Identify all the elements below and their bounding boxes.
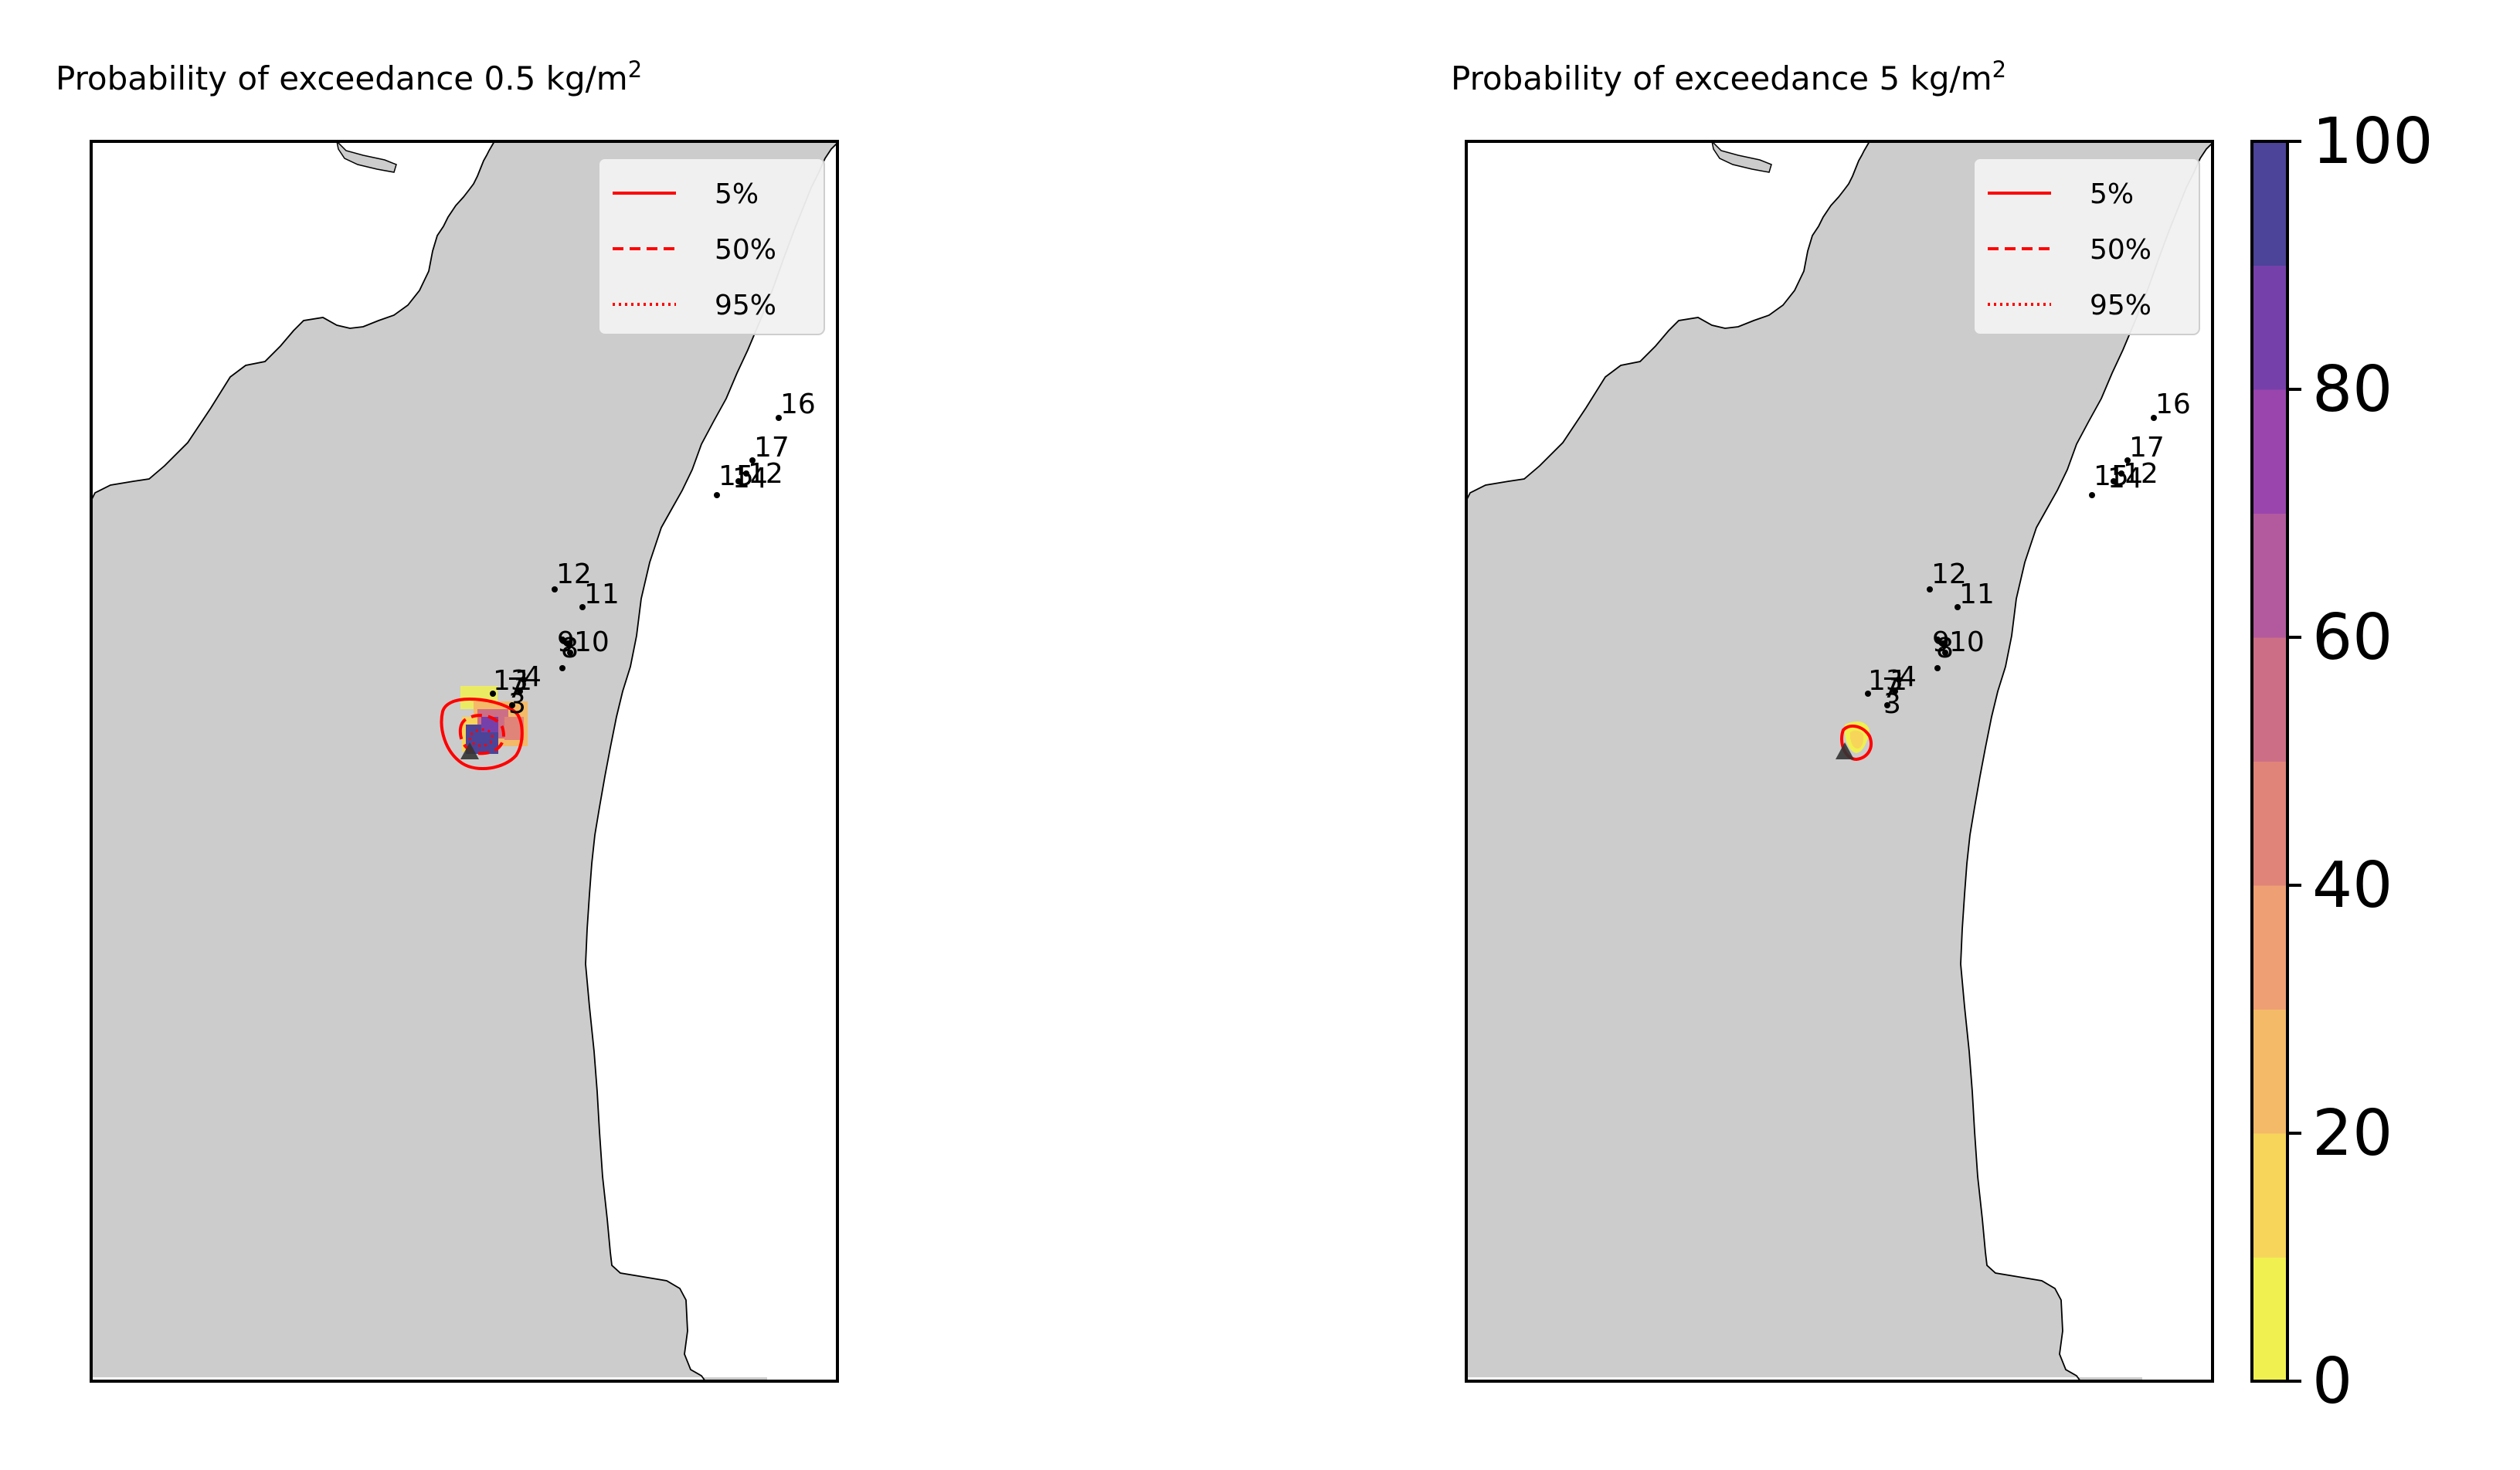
svg-text:7: 7 [507,673,525,704]
svg-text:5%: 5% [715,178,759,210]
island [336,141,397,173]
colorbar-segment [2252,141,2287,266]
svg-text:13: 13 [1868,665,1904,697]
svg-text:15: 15 [718,460,754,492]
svg-text:50%: 50% [715,234,776,266]
map-frame [90,140,839,1383]
svg-text:16: 16 [2155,389,2191,420]
svg-text:7: 7 [1882,673,1900,704]
svg-text:4: 4 [1899,661,1917,693]
vent-triangle-marker [460,742,479,759]
colorbar-tick-label: 0 [2312,1345,2352,1418]
colorbar-segment [2252,1133,2287,1258]
colorbar-segment [2252,1257,2287,1382]
contour-50pct [458,714,505,755]
svg-text:15: 15 [2094,460,2129,492]
svg-text:8: 8 [561,633,579,664]
map-frame [1465,140,2214,1383]
map-area: 16 17 12 15 14 12 11 9 8 10 4 1 7 3 13 [1466,141,2213,1381]
colorbar-segment [2252,265,2287,390]
colorbar-segment [2252,389,2287,514]
svg-text:11: 11 [1959,579,1995,610]
probability-hotspot [460,686,528,754]
svg-text:10: 10 [1949,626,1985,658]
colorbar-tick-label: 100 [2312,105,2433,178]
panel-title: Probability of exceedance 5 kg/m2 [1451,56,2006,97]
svg-text:3: 3 [1883,688,1901,720]
colorbar-segment [2252,637,2287,762]
svg-text:12: 12 [2123,458,2158,490]
colorbar-tick-label: 60 [2312,601,2393,674]
site-markers: 16 17 12 15 14 12 11 9 8 10 4 1 7 3 13 [1865,389,2191,720]
panel-title: Probability of exceedance 0.5 kg/m2 [56,56,642,97]
svg-text:12: 12 [1931,558,1967,590]
svg-text:5%: 5% [2090,178,2134,210]
panel-right: Probability of exceedance 5 kg/m2 16 17 [1451,56,2214,1383]
legend: 5% 50% 95% [1973,158,2200,335]
svg-text:12: 12 [556,558,592,590]
site-markers: 16 17 12 15 14 12 11 9 8 10 4 1 7 3 13 [490,389,816,720]
svg-text:17: 17 [754,432,790,463]
svg-text:3: 3 [508,688,526,720]
colorbar-tick-label: 80 [2312,353,2393,426]
colorbar-ticks: 0 20 40 60 80 100 [2287,105,2433,1418]
legend: 5% 50% 95% [598,158,825,335]
svg-text:11: 11 [584,579,620,610]
colorbar-segments [2252,141,2287,1382]
svg-text:16: 16 [780,389,816,420]
svg-text:13: 13 [493,665,528,697]
svg-text:10: 10 [574,626,610,658]
panel-left: Probability of exceedance 0.5 kg/m2 [56,56,839,1383]
colorbar: 0 20 40 60 80 100 [2250,105,2433,1418]
svg-text:4: 4 [524,661,542,693]
colorbar-tick-label: 20 [2312,1097,2393,1170]
colorbar-frame [2250,140,2289,1383]
svg-text:95%: 95% [2090,290,2152,321]
colorbar-segment [2252,761,2287,886]
svg-text:95%: 95% [715,290,776,321]
vent-triangle-marker [1836,742,1854,759]
colorbar-segment [2252,513,2287,638]
svg-text:14: 14 [2107,463,2143,494]
colorbar-tick-label: 40 [2312,849,2393,922]
svg-text:17: 17 [2129,432,2165,463]
svg-text:50%: 50% [2090,234,2152,266]
colorbar-segment [2252,1009,2287,1134]
colorbar-segment [2252,885,2287,1010]
contour-95pct [468,728,494,747]
contour-5pct [440,697,524,770]
map-area: 16 17 12 15 14 12 11 9 8 10 4 1 7 3 13 [91,141,837,1381]
svg-text:14: 14 [732,463,768,494]
svg-text:8: 8 [1936,633,1954,664]
svg-text:12: 12 [748,458,783,490]
